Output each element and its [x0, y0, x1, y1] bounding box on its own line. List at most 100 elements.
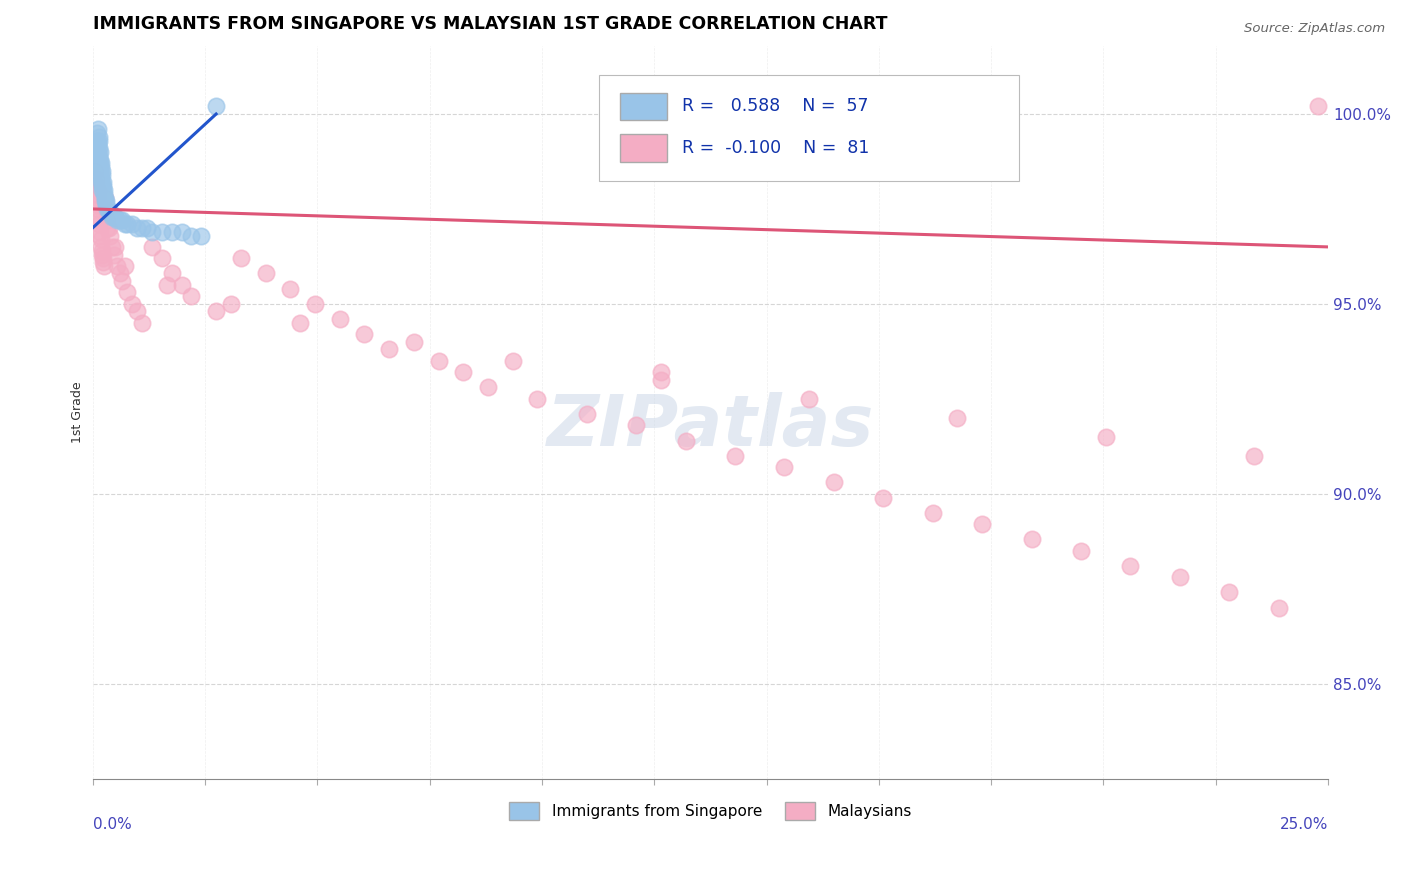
Point [94, 194, 117, 209]
Point [86, 122, 108, 136]
Point [526, 392, 548, 406]
Point [288, 316, 311, 330]
Point [115, 285, 138, 300]
Point [91, 183, 114, 197]
Point [111, 213, 134, 227]
Point [97, 221, 120, 235]
Point [104, 210, 127, 224]
Text: Source: ZipAtlas.com: Source: ZipAtlas.com [1244, 22, 1385, 36]
Point [131, 221, 153, 235]
Point [90, 232, 112, 246]
Point [180, 228, 202, 243]
Point [89, 225, 111, 239]
Point [93, 183, 115, 197]
Point [111, 274, 134, 288]
Point [125, 221, 148, 235]
Y-axis label: 1st Grade: 1st Grade [72, 381, 84, 443]
Point [502, 354, 524, 368]
Point [1308, 99, 1330, 113]
Point [115, 217, 138, 231]
Point [402, 334, 425, 349]
Point [93, 179, 115, 194]
Text: IMMIGRANTS FROM SINGAPORE VS MALAYSIAN 1ST GRADE CORRELATION CHART: IMMIGRANTS FROM SINGAPORE VS MALAYSIAN 1… [93, 15, 887, 33]
Point [650, 365, 672, 379]
Point [96, 221, 118, 235]
Point [89, 168, 111, 182]
Point [108, 267, 131, 281]
Point [91, 247, 114, 261]
Point [108, 213, 131, 227]
Point [125, 304, 148, 318]
Point [87, 213, 110, 227]
Point [626, 418, 648, 433]
Point [105, 213, 128, 227]
Point [329, 312, 352, 326]
Point [205, 304, 228, 318]
Point [84, 179, 107, 194]
Point [353, 327, 375, 342]
Point [121, 217, 143, 231]
Text: 0.0%: 0.0% [93, 817, 131, 832]
Point [278, 282, 301, 296]
Point [1021, 533, 1043, 547]
Point [86, 186, 108, 201]
Point [114, 217, 136, 231]
Point [105, 259, 128, 273]
Point [229, 252, 252, 266]
FancyBboxPatch shape [620, 93, 666, 120]
Point [451, 365, 474, 379]
Point [121, 297, 143, 311]
Point [104, 240, 127, 254]
Point [94, 190, 117, 204]
Point [160, 267, 183, 281]
Point [872, 491, 894, 505]
Point [89, 153, 111, 167]
Point [1243, 449, 1265, 463]
Point [103, 247, 125, 261]
Point [799, 392, 821, 406]
Point [89, 228, 111, 243]
Point [141, 225, 163, 239]
Point [91, 244, 114, 258]
Point [150, 225, 173, 239]
Point [254, 267, 277, 281]
Point [114, 259, 136, 273]
Point [96, 198, 118, 212]
Point [93, 186, 115, 201]
Point [90, 171, 112, 186]
Point [86, 145, 108, 159]
Point [93, 255, 115, 269]
Point [156, 277, 179, 292]
Point [1218, 585, 1240, 599]
Point [823, 475, 845, 490]
Point [101, 240, 124, 254]
Text: 25.0%: 25.0% [1279, 817, 1329, 832]
Point [101, 210, 124, 224]
Point [86, 183, 108, 197]
Point [84, 153, 107, 167]
Point [1168, 570, 1191, 584]
Point [946, 410, 969, 425]
Point [87, 210, 110, 224]
Point [87, 153, 110, 167]
Text: R =   0.588    N =  57: R = 0.588 N = 57 [682, 97, 869, 115]
Point [91, 252, 114, 266]
Point [91, 168, 114, 182]
Point [972, 517, 994, 532]
Text: R =  -0.100    N =  81: R = -0.100 N = 81 [682, 139, 869, 157]
Point [170, 225, 193, 239]
Point [94, 194, 117, 209]
Point [1119, 558, 1142, 573]
Point [180, 289, 202, 303]
Point [378, 343, 401, 357]
Point [90, 175, 112, 189]
Point [205, 99, 228, 113]
Point [477, 380, 499, 394]
Point [87, 160, 110, 174]
FancyBboxPatch shape [599, 75, 1019, 181]
Point [150, 252, 173, 266]
Point [131, 316, 153, 330]
Point [96, 202, 118, 216]
Point [86, 126, 108, 140]
Point [190, 228, 212, 243]
